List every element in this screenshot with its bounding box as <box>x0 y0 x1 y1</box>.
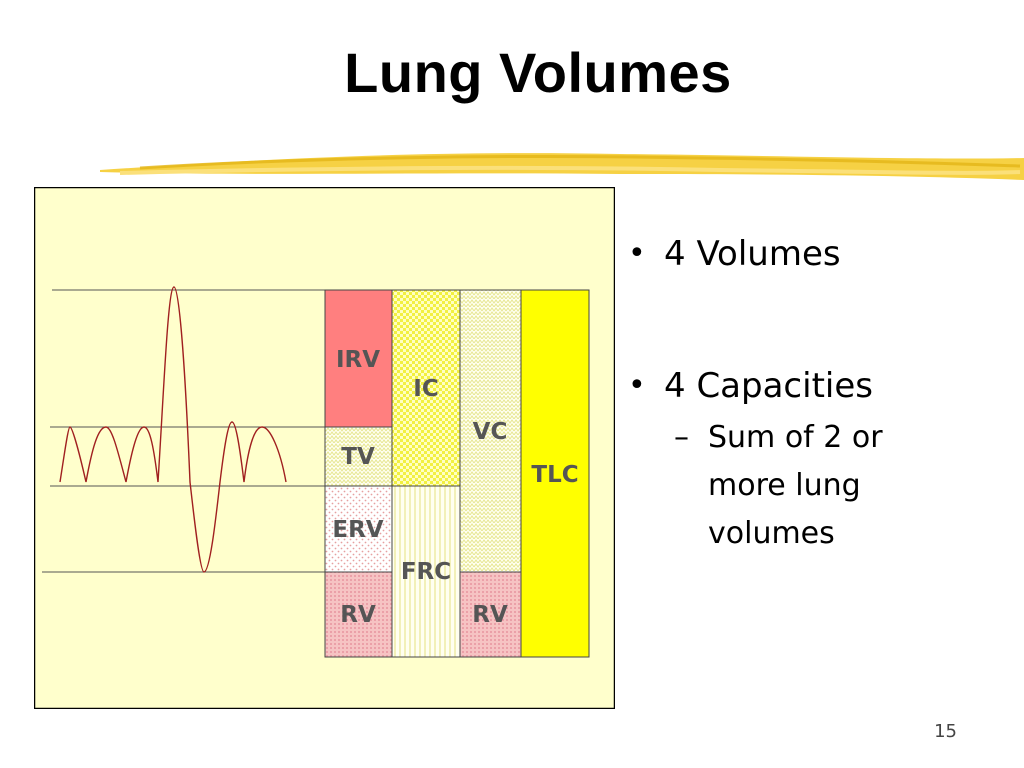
rv2-label: RV <box>472 602 508 628</box>
tlc-block <box>520 289 590 658</box>
rv-block <box>324 571 393 658</box>
bullet-dot-icon: • <box>628 368 646 403</box>
frc-label: FRC <box>401 559 451 585</box>
dash-icon: – <box>674 420 689 455</box>
bullet-text: 4 Capacities <box>664 366 873 406</box>
tv-label: TV <box>341 444 375 470</box>
erv-label: ERV <box>332 517 383 543</box>
bullet-item: • 4 Capacities <box>624 362 1014 410</box>
rv2-block <box>459 571 522 658</box>
title-underline-swoosh <box>100 153 1024 180</box>
ic-block <box>391 289 461 487</box>
irv-label: IRV <box>336 347 380 373</box>
erv-block <box>324 485 393 573</box>
bullet-dot-icon: • <box>628 236 646 271</box>
bullet-item: • 4 Volumes <box>624 230 1014 278</box>
sub-bullet-item: – Sum of 2 or more lung volumes <box>624 414 948 558</box>
frc-block <box>391 485 461 658</box>
vc-label: VC <box>473 419 508 445</box>
breathing-curve <box>59 286 287 573</box>
rv-label: RV <box>340 602 376 628</box>
sub-bullet-text: Sum of 2 or more lung volumes <box>708 420 883 551</box>
tv-block <box>324 426 393 487</box>
slide-title: Lung Volumes <box>344 41 732 104</box>
bullet-list: • 4 Volumes • 4 Capacities – Sum of 2 or… <box>624 230 1014 558</box>
lung-volumes-diagram: IRV TV ERV RV IC FRC VC RV TLC <box>34 187 615 709</box>
bullet-text: 4 Volumes <box>664 234 841 274</box>
ic-label: IC <box>413 376 438 402</box>
tlc-label: TLC <box>531 462 578 488</box>
page-number: 15 <box>934 721 957 742</box>
